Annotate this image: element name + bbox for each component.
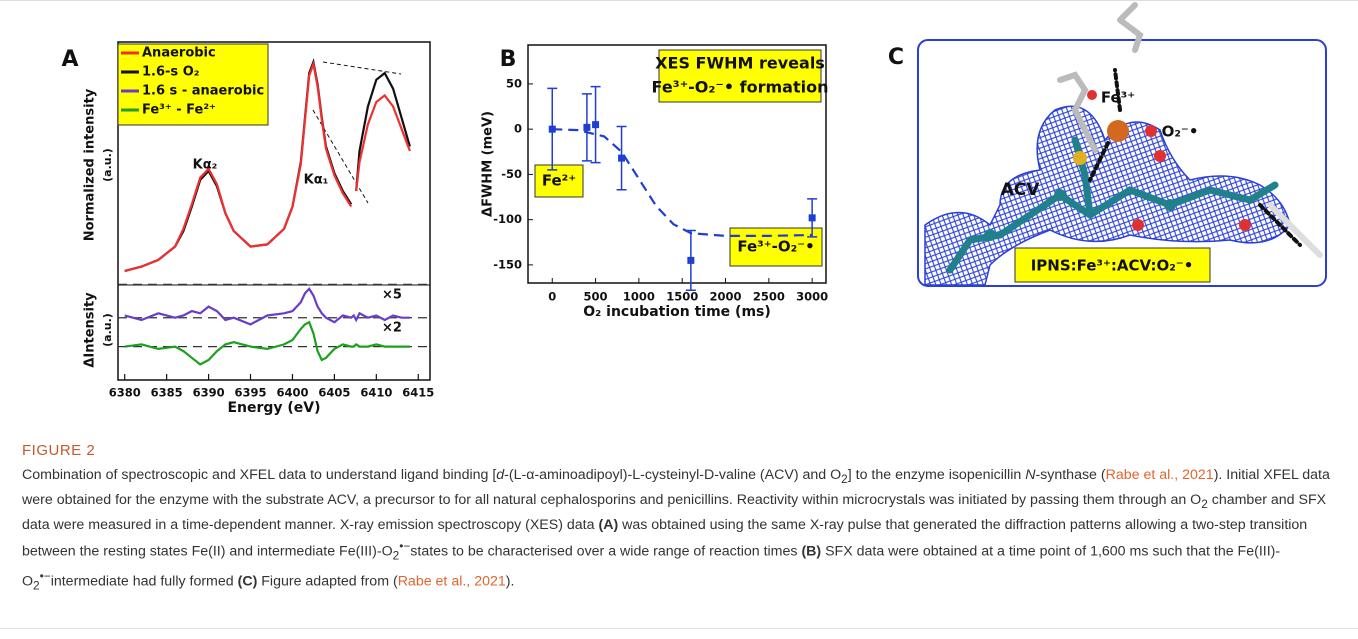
y-axis-label: (a.u.) bbox=[101, 148, 114, 182]
annotation: ×5 bbox=[382, 288, 402, 303]
text: •− bbox=[39, 569, 51, 584]
structure-label: ACV bbox=[1001, 180, 1041, 200]
x-tick-label: 3000 bbox=[796, 290, 828, 304]
y-axis-label: ΔFWHM (meV) bbox=[481, 111, 496, 217]
y-tick-label: -50 bbox=[501, 167, 522, 181]
x-tick-label: 2000 bbox=[710, 290, 742, 304]
text: (A) bbox=[598, 516, 619, 533]
text: Figure adapted from ( bbox=[257, 573, 398, 590]
x-tick-label: 0 bbox=[548, 290, 556, 304]
annotation: Fe²⁺ bbox=[542, 172, 576, 190]
annotation-box bbox=[1014, 247, 1211, 283]
text: d bbox=[496, 467, 505, 483]
annotation: Kα₁ bbox=[304, 173, 329, 188]
data-point bbox=[687, 256, 695, 264]
text: 2 bbox=[1201, 496, 1208, 511]
x-tick-label: 6395 bbox=[235, 386, 267, 400]
figure: A B C Fe³⁺ O₂⁻• ACV IPNS:Fe³⁺:ACV:O₂⁻• 6… bbox=[61, 2, 1327, 416]
data-point bbox=[548, 125, 556, 133]
annotation: ×2 bbox=[382, 321, 402, 336]
citation-link[interactable]: Rabe et al., 2021 bbox=[1105, 467, 1214, 483]
atoms bbox=[984, 90, 1251, 241]
text: (C) bbox=[237, 573, 258, 590]
peak-guide bbox=[322, 61, 402, 75]
data-point bbox=[583, 123, 591, 131]
text: -(L-α-aminoadipoyl)-L-cysteinyl-D-valine… bbox=[504, 467, 842, 483]
structure-label: Fe³⁺ bbox=[1101, 89, 1135, 107]
annotation: XES FWHM reveals bbox=[655, 54, 825, 73]
annotation: Fe³⁺-O₂⁻• formation bbox=[652, 78, 829, 97]
text: •− bbox=[399, 538, 411, 553]
y-axis-label: (a.u.) bbox=[101, 313, 114, 347]
text: N bbox=[1025, 467, 1036, 483]
annotation: Kα₂ bbox=[193, 158, 218, 173]
annotation-box bbox=[658, 49, 822, 103]
text: 2 bbox=[392, 548, 400, 563]
structure-label: IPNS:Fe³⁺:ACV:O₂⁻• bbox=[1031, 257, 1194, 275]
density-mesh bbox=[924, 105, 1291, 286]
series-line bbox=[124, 320, 410, 366]
x-tick-label: 6410 bbox=[360, 386, 392, 400]
legend-label: 1.6-s O₂ bbox=[142, 65, 199, 80]
caption-label: FIGURE 2 bbox=[22, 442, 96, 459]
text: was obtained using the same X-ray pulse … bbox=[22, 516, 1308, 560]
text: ). bbox=[505, 573, 515, 590]
panel-label: A bbox=[61, 47, 78, 72]
text: ] to the enzyme isopenicillin bbox=[847, 467, 1026, 483]
annotation-box bbox=[729, 227, 823, 267]
data-point bbox=[592, 121, 600, 129]
top-rule bbox=[0, 0, 1358, 1]
y-axis-label: Normalized intensity bbox=[83, 88, 98, 241]
text: chamber and SFX data were measured in a … bbox=[22, 491, 1327, 533]
legend-label: Anaerobic bbox=[142, 46, 216, 61]
citation-link[interactable]: Rabe et al., 2021 bbox=[397, 573, 506, 590]
series-line bbox=[124, 60, 411, 273]
x-tick-label: 6400 bbox=[276, 386, 308, 400]
y-tick-label: 50 bbox=[506, 76, 522, 90]
fit-curve bbox=[552, 128, 813, 237]
x-axis-label: O₂ incubation time (ms) bbox=[583, 304, 771, 320]
x-tick-label: 6380 bbox=[109, 386, 141, 400]
caption-text: Combination of spectroscopic and XFEL da… bbox=[22, 465, 1342, 597]
text: SFX data were obtained at a time point o… bbox=[22, 543, 1281, 590]
legend-label: 1.6 s - anaerobic bbox=[142, 84, 264, 99]
caption: FIGURE 2 Combination of spectroscopic an… bbox=[22, 442, 1342, 597]
y-axis-label: ΔIntensity bbox=[83, 292, 98, 368]
y-tick-label: 0 bbox=[514, 122, 522, 136]
x-tick-label: 6405 bbox=[318, 386, 350, 400]
y-tick-label: -100 bbox=[493, 212, 522, 226]
panel-a-frame bbox=[117, 41, 431, 381]
x-tick-label: 6390 bbox=[193, 386, 225, 400]
y-tick-label: -150 bbox=[493, 257, 522, 271]
series-line bbox=[124, 287, 410, 326]
text: 2 bbox=[841, 471, 848, 486]
data-point bbox=[618, 154, 626, 162]
structure-label: O₂⁻• bbox=[1162, 123, 1199, 141]
text: (B) bbox=[801, 543, 822, 560]
x-tick-label: 1500 bbox=[666, 290, 698, 304]
panel-label: B bbox=[500, 47, 517, 72]
data-point bbox=[808, 214, 816, 222]
panel-b-frame bbox=[527, 44, 827, 284]
text: states to be characterised over a wide r… bbox=[410, 543, 802, 560]
text: -synthase ( bbox=[1035, 467, 1106, 483]
text: ). Initial XFEL data were obtained for t… bbox=[22, 467, 1330, 508]
annotation-box bbox=[534, 164, 584, 198]
x-tick-label: 6385 bbox=[151, 386, 183, 400]
x-tick-label: 1000 bbox=[623, 290, 655, 304]
legend-box bbox=[117, 43, 269, 126]
text: Combination of spectroscopic and XFEL da… bbox=[22, 467, 497, 483]
x-axis-label: Energy (eV) bbox=[227, 400, 320, 416]
annotation: Fe³⁺-O₂⁻• bbox=[737, 238, 814, 256]
text: 2 bbox=[33, 578, 40, 593]
bottom-rule bbox=[0, 628, 1358, 629]
legend-label: Fe³⁺ - Fe²⁺ bbox=[142, 103, 216, 118]
text: intermediate had fully formed bbox=[50, 573, 238, 590]
x-tick-label: 2500 bbox=[753, 290, 785, 304]
x-tick-label: 6415 bbox=[402, 386, 434, 400]
x-tick-label: 500 bbox=[584, 290, 608, 304]
panel-label: C bbox=[888, 45, 904, 70]
